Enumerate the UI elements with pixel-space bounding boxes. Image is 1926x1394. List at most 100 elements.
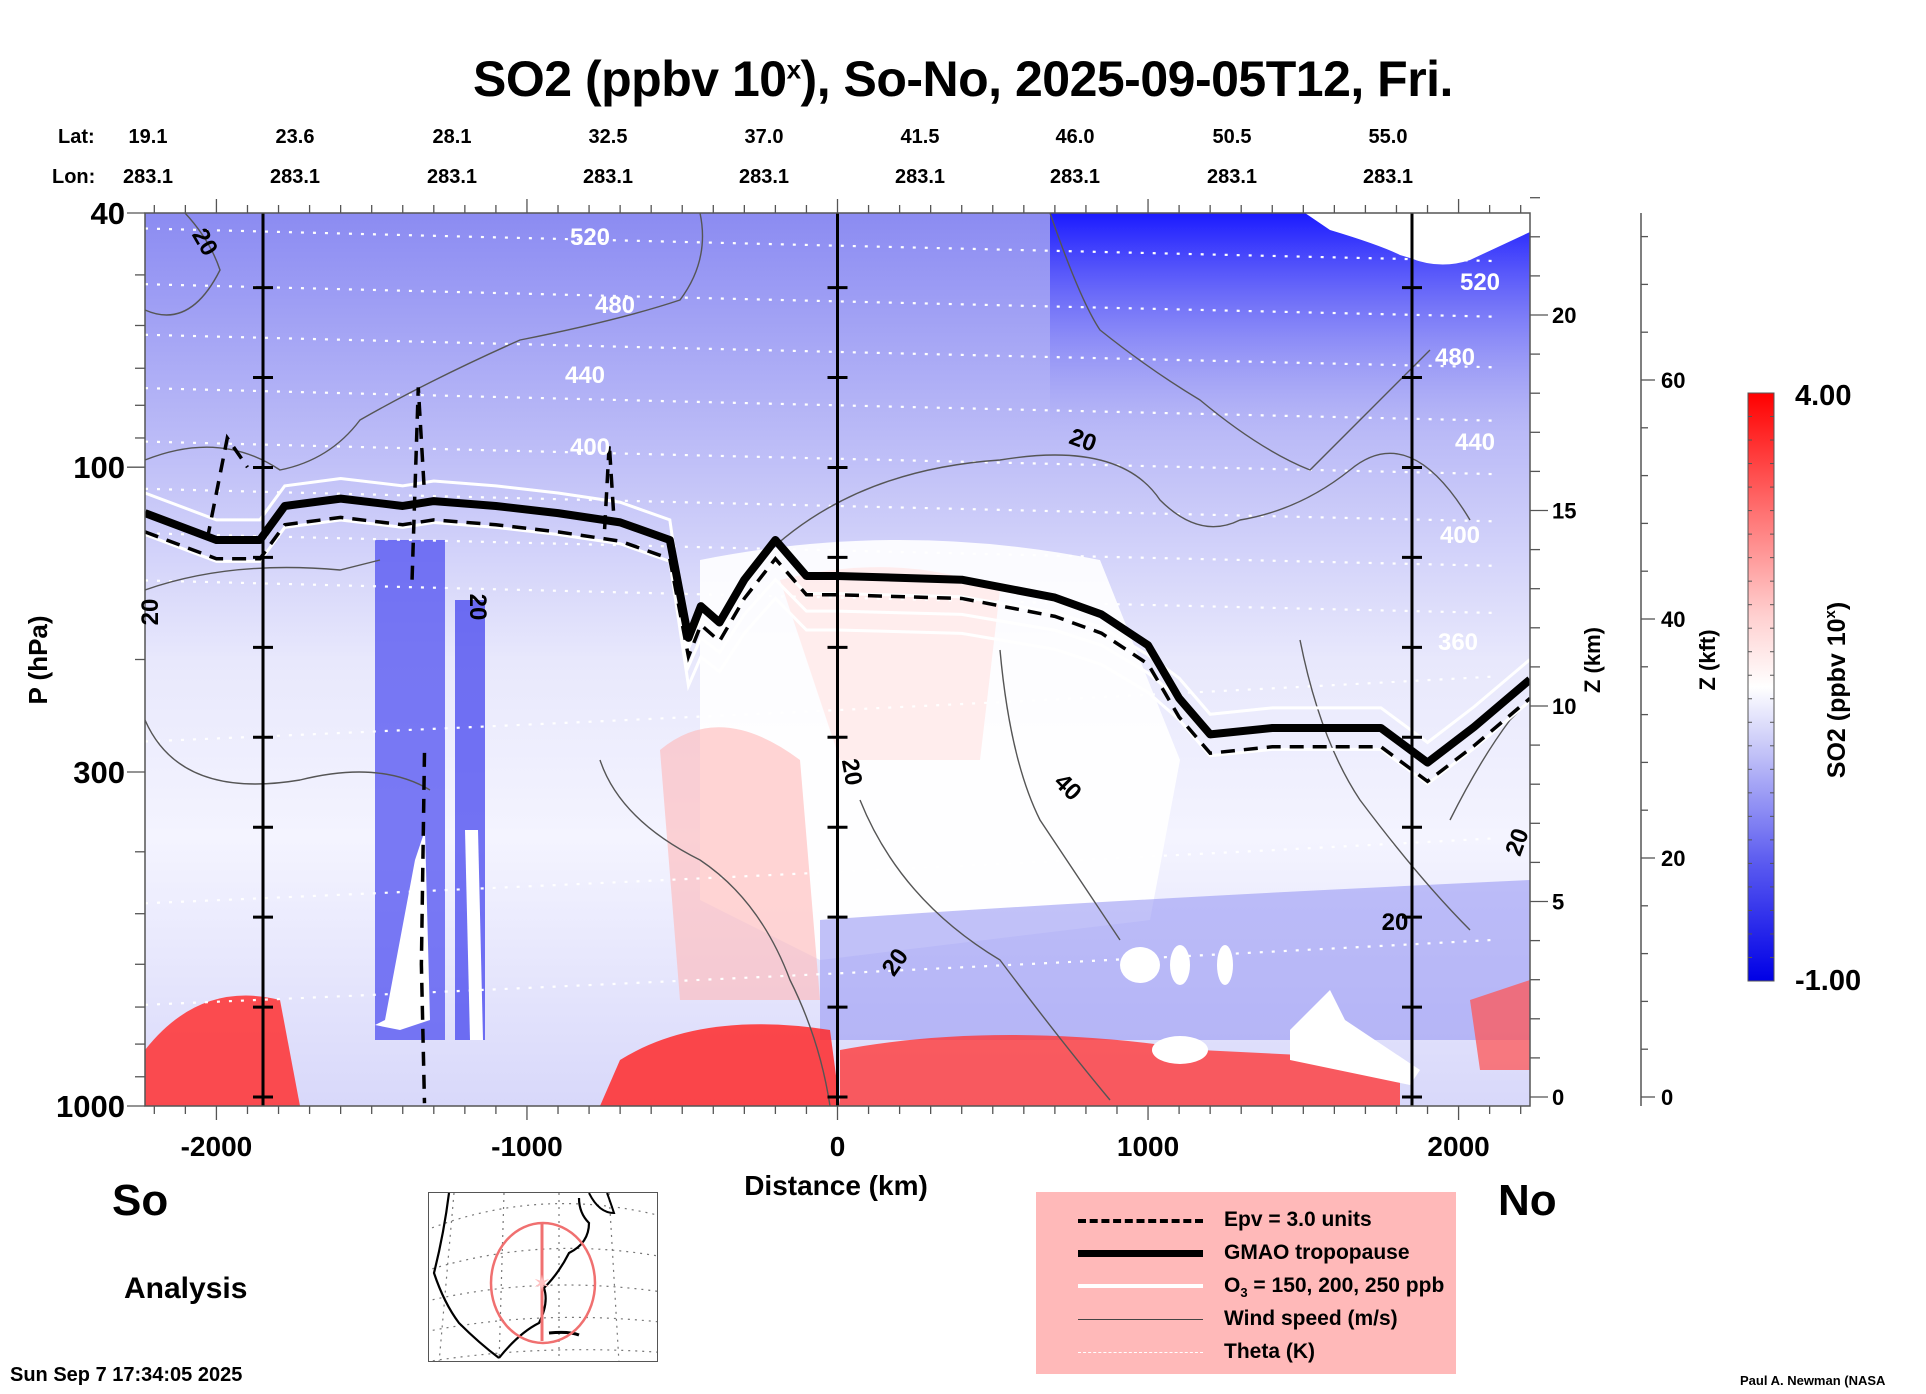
y-axis-title: P (hPa) [23,615,53,704]
lat-value: 23.6 [275,126,315,148]
map-graticule [429,1193,657,1361]
legend-item-ozone: O3 = 150, 200, 250 ppb [1036,1272,1456,1302]
z-kft-tick-label: 0 [1661,1085,1673,1110]
z-km-tick-label: 20 [1552,303,1576,328]
theta-label: 400 [1440,522,1480,549]
lon-value: 283.1 [269,166,321,188]
theta-label: 480 [595,292,635,319]
chart-title: SO2 (ppbv 10x), So-No, 2025-09-05T12, Fr… [473,51,1453,107]
lat-value: 28.1 [432,126,472,148]
x-tick-label: 1000 [1117,1131,1179,1162]
wind-speed-label: 20 [464,594,491,621]
lon-value: 283.1 [1362,166,1414,188]
epv-spike [410,387,427,580]
lon-value: 283.1 [1049,166,1101,188]
axes: -2000 -1000 0 1000 2000 40 100 300 1000 0 5 10 15 20 [56,196,1576,1162]
location-map: ✶ [428,1192,658,1362]
epv-column [419,752,427,1104]
y-tick-label: 40 [91,196,125,231]
legend-label: Epv = 3.0 units [1224,1208,1372,1231]
lat-value: 32.5 [588,126,628,148]
epv-line [145,515,1530,784]
author-credit: Paul A. Newman (NASA [1740,1373,1886,1388]
lat-label: Lat: [58,126,95,148]
lon-value: 283.1 [738,166,790,188]
dotted-line-icon [1078,1352,1203,1353]
epv-contours [145,387,1530,1104]
x-axis-title: Distance (km) [744,1170,928,1201]
legend-item-epv: Epv = 3.0 units [1036,1206,1456,1236]
z-kft-tick-label: 40 [1661,607,1685,632]
colorbar [1747,392,1775,982]
map-svg: ✶ [429,1193,657,1361]
z-kft-axis: 0 20 40 60 [1641,235,1685,1110]
lat-value: 19.1 [128,126,168,148]
epv-spike [602,443,616,530]
epv-spike [205,433,249,541]
center-star-icon: ✶ [533,1271,551,1296]
lat-value: 37.0 [744,126,784,148]
y-tick-label: 1000 [56,1089,125,1124]
legend-label: Theta (K) [1224,1340,1315,1363]
z-kft-axis-title: Z (kft) [1695,629,1720,690]
contour-labels: 5204804404005204804404003602020402020202… [137,224,1535,981]
z-kft-tick-label: 20 [1661,846,1685,871]
lon-value: 283.1 [426,166,478,188]
theta-label: 440 [565,362,605,389]
theta-label: 480 [1435,344,1475,371]
legend-item-theta: Theta (K) [1036,1338,1456,1368]
lon-value: 283.1 [582,166,634,188]
legend-label: Wind speed (m/s) [1224,1307,1398,1330]
z-km-tick-label: 0 [1552,1085,1564,1110]
dashed-line-icon [1078,1219,1203,1223]
theta-label: 520 [1460,269,1500,296]
south-label: So [112,1176,169,1225]
coastline [432,1193,591,1359]
legend-label: GMAO tropopause [1224,1241,1410,1264]
wind-speed-label: 20 [137,599,164,626]
y-tick-label: 300 [73,755,125,790]
thin-line-icon [1078,1319,1203,1320]
coastline-north [588,1193,616,1215]
wind-speed-label: 20 [836,757,867,788]
z-kft-tick-label: 60 [1661,368,1685,393]
colorbar-label: SO2 (ppbv 10x) [1822,602,1851,778]
x-tick-label: -1000 [491,1131,563,1162]
lon-value: 283.1 [122,166,174,188]
caribbean-islands [548,1330,580,1337]
x-tick-label: 2000 [1427,1131,1489,1162]
z-km-tick-label: 5 [1552,890,1564,915]
lon-value: 283.1 [1206,166,1258,188]
lat-value: 55.0 [1368,126,1408,148]
theta-label: 360 [1438,629,1478,656]
legend-item-wind: Wind speed (m/s) [1036,1305,1456,1335]
lon-value: 283.1 [894,166,946,188]
north-label: No [1498,1176,1557,1225]
lat-value: 41.5 [900,126,940,148]
colorbar-min-label: -1.00 [1795,965,1861,997]
wind-speed-label: 20 [1382,909,1409,936]
z-km-axis-title: Z (km) [1580,627,1605,693]
lon-label: Lon: [52,166,96,188]
theta-label: 440 [1455,429,1495,456]
x-tick-label: 0 [830,1131,846,1162]
lat-value: 46.0 [1055,126,1095,148]
thick-line-icon [1078,1250,1203,1257]
y-tick-label: 100 [73,450,125,485]
timestamp: Sun Sep 7 17:34:05 2025 [10,1364,243,1386]
x-tick-label: -2000 [181,1131,253,1162]
white-line-icon [1078,1284,1203,1288]
tropopause-line-group [145,494,1530,767]
z-km-tick-label: 15 [1552,499,1576,524]
ozone-line [145,518,1530,786]
lat-value: 50.5 [1212,126,1252,148]
theta-label: 400 [570,434,610,461]
legend: Epv = 3.0 units GMAO tropopause O3 = 150… [1036,1192,1456,1374]
z-km-tick-label: 10 [1552,694,1576,719]
tropopause-line [145,494,1530,767]
vertical-markers [253,213,1422,1106]
colorbar-max-label: 4.00 [1795,380,1851,412]
colorbar-ticks [1748,392,1774,982]
theta-label: 520 [570,224,610,251]
